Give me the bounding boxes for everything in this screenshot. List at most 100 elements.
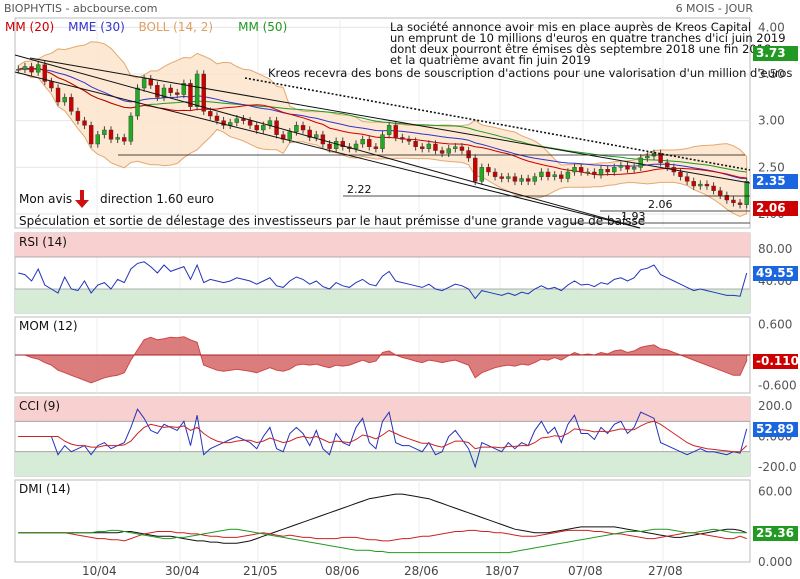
candle-body	[75, 111, 81, 121]
candle-body	[62, 97, 67, 103]
candle-body	[267, 120, 273, 126]
cci-tick-label: 200.0	[758, 399, 792, 413]
candle-body	[400, 137, 405, 140]
candle-body	[35, 64, 41, 73]
price-badge-0: 3.73	[753, 45, 798, 61]
price-tick-label: 2.50	[758, 160, 785, 174]
dmi-series-2	[18, 528, 747, 554]
candle-body	[188, 83, 193, 107]
candle-body	[373, 146, 379, 149]
dmi-series-0	[18, 493, 747, 544]
candle-body	[333, 140, 339, 149]
candle-body	[625, 165, 630, 170]
candle-body	[380, 134, 385, 149]
rsi-zone	[15, 233, 750, 257]
candle-body	[598, 168, 604, 175]
candle-body	[327, 143, 332, 149]
candle-body	[16, 69, 21, 71]
candle-body	[473, 157, 478, 182]
candle-body	[261, 125, 266, 131]
candle-body	[175, 92, 180, 95]
candle-body	[49, 81, 54, 89]
annotation-line: La société annonce avoir mis en place au…	[390, 20, 751, 34]
analysis-comment: Spéculation et sortie de délestage des i…	[19, 214, 645, 228]
candle-body	[42, 64, 47, 82]
x-tick-label: 21/05	[243, 564, 278, 578]
candle-body	[691, 181, 696, 187]
dmi-tick-label: 60.00	[758, 485, 792, 499]
candle-body	[214, 115, 220, 121]
bollinger-band	[17, 41, 748, 218]
candle-body	[704, 183, 710, 187]
x-tick-label: 08/06	[325, 564, 360, 578]
x-tick-label: 07/08	[568, 564, 603, 578]
legend-item: BOLL (14, 2)	[139, 20, 214, 34]
candle-body	[744, 181, 749, 205]
candle-body	[512, 176, 518, 182]
legend-item: MM (50)	[238, 20, 287, 34]
candle-body	[545, 171, 551, 177]
mom-badge: -0.110	[753, 353, 799, 369]
candle-body	[241, 118, 246, 121]
candle-body	[29, 66, 34, 73]
rsi-badge: 49.55	[753, 266, 798, 281]
candle-body	[559, 174, 564, 179]
x-tick-label: 30/04	[165, 564, 200, 578]
candle-body	[294, 125, 299, 133]
candle-body	[684, 176, 690, 182]
chart-title: BIOPHYTIS - abcbourse.com	[4, 2, 158, 15]
x-tick-label: 18/07	[485, 564, 520, 578]
candle-body	[168, 87, 173, 93]
mom-tick-label: 0.600	[758, 318, 792, 332]
candle-body	[466, 150, 471, 159]
trendline-support-1	[14, 54, 641, 229]
candle-body	[519, 178, 524, 182]
annotation-line: dont deux pourront être émises dès septe…	[390, 42, 771, 56]
cci-label: CCI (9)	[19, 399, 60, 413]
annotation-line: et la quatrième avant fin juin 2019	[390, 53, 591, 67]
mom-tick-label: -0.600	[758, 378, 797, 392]
candle-body	[128, 115, 134, 142]
candle-body	[499, 176, 504, 179]
candle-body	[433, 143, 438, 151]
candle-body	[82, 120, 87, 126]
candle-body	[446, 148, 451, 154]
candle-body	[115, 137, 120, 140]
candle-body	[539, 171, 544, 177]
price-badge-2: 2.06	[753, 201, 798, 217]
x-tick-label: 27/08	[648, 564, 683, 578]
dmi-series-1	[18, 529, 747, 542]
candle-body	[122, 137, 127, 142]
candle-body	[698, 183, 703, 187]
candle-body	[161, 87, 167, 98]
candle-body	[486, 167, 491, 173]
candle-body	[724, 195, 730, 201]
candle-body	[459, 146, 465, 151]
candle-body	[95, 134, 100, 145]
candle-body	[353, 143, 359, 149]
mom-label: MOM (12)	[19, 319, 78, 333]
candle-body	[254, 125, 259, 131]
dmi-label: DMI (14)	[19, 482, 71, 496]
candle-body	[618, 165, 624, 168]
candle-body	[453, 146, 458, 149]
candle-body	[247, 120, 253, 126]
candle-body	[307, 129, 312, 138]
candle-body	[479, 167, 485, 182]
cci-series-1	[18, 420, 748, 453]
rsi-series-0	[18, 261, 748, 300]
annotation-line: un emprunt de 10 millions d'euros en qua…	[390, 31, 786, 45]
candle-body	[413, 140, 418, 147]
candle-body	[194, 73, 200, 107]
candle-body	[141, 78, 147, 89]
price-tick-label: 4.00	[758, 20, 785, 34]
cci-zone	[15, 397, 750, 422]
candle-body	[69, 97, 74, 112]
candle-body	[678, 171, 683, 177]
candle-body	[552, 174, 557, 177]
period-label: 6 MOIS - JOUR	[675, 2, 753, 15]
candle-body	[102, 129, 107, 135]
candle-body	[492, 171, 498, 177]
candle-body	[612, 167, 617, 173]
candle-body	[300, 125, 306, 131]
